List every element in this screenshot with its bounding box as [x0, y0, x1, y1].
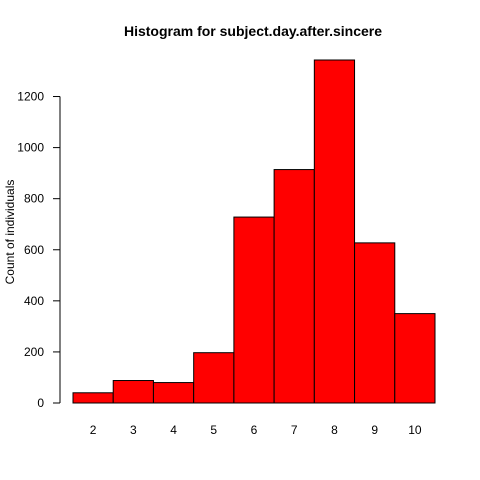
y-tick-label-0: 0 [37, 396, 44, 410]
bar-2 [72, 392, 114, 404]
x-tick-label-10: 10 [408, 423, 422, 437]
bar-9 [354, 242, 396, 404]
y-tick-label-800: 800 [24, 192, 44, 206]
x-tick-label-5: 5 [210, 423, 217, 437]
y-tick-label-400: 400 [24, 294, 44, 308]
y-axis-label: Count of individuals [3, 180, 17, 285]
bar-8 [313, 59, 356, 404]
x-tick-labels: 2 3 4 5 6 7 8 9 10 [90, 423, 422, 437]
x-tick-label-4: 4 [170, 423, 177, 437]
x-tick-label-3: 3 [130, 423, 137, 437]
y-tick-label-200: 200 [24, 345, 44, 359]
bar-3 [112, 380, 154, 404]
bars-group [72, 59, 436, 404]
y-axis: 0 200 400 600 800 1000 1200 [17, 90, 61, 410]
y-tick-label-1200: 1200 [17, 90, 44, 104]
x-tick-label-9: 9 [371, 423, 378, 437]
x-tick-label-7: 7 [291, 423, 298, 437]
y-tick-label-600: 600 [24, 243, 44, 257]
x-tick-label-8: 8 [331, 423, 338, 437]
y-tick-label-1000: 1000 [17, 141, 44, 155]
bar-10 [394, 313, 436, 404]
bar-7 [273, 169, 315, 404]
bar-6 [233, 216, 275, 404]
x-tick-label-6: 6 [251, 423, 258, 437]
bar-4 [152, 382, 195, 404]
x-tick-label-2: 2 [90, 423, 97, 437]
bar-5 [193, 352, 235, 404]
chart-title: Histogram for subject.day.after.sincere [124, 23, 382, 39]
